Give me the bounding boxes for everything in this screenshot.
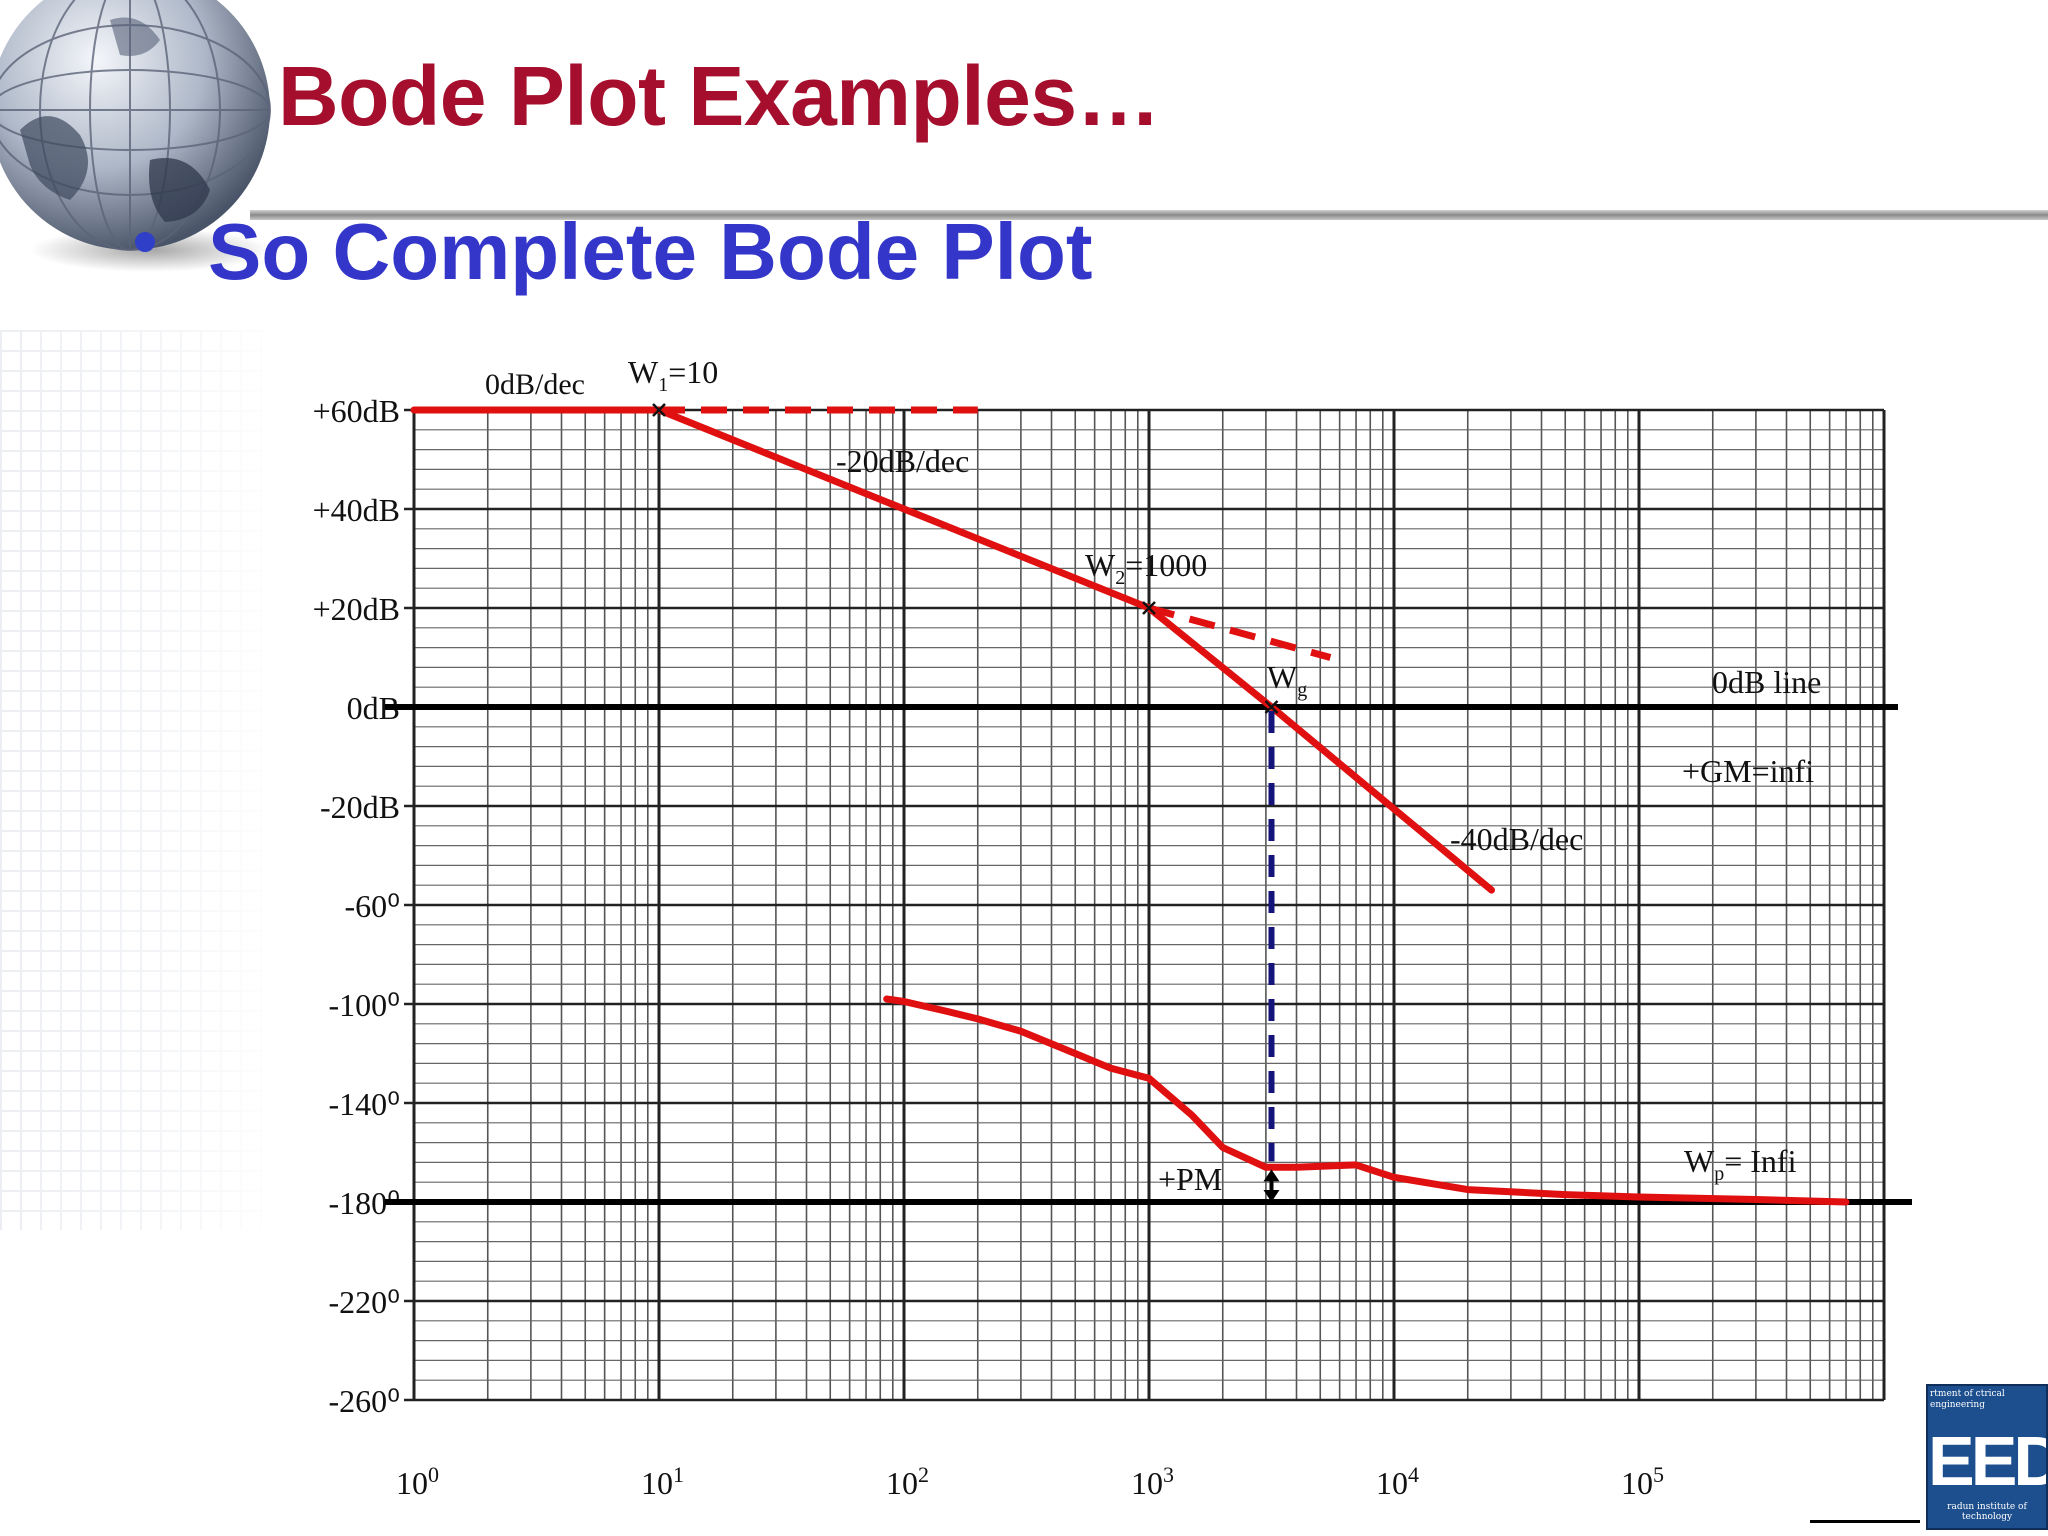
annotation-w1: W1=10 (628, 354, 718, 396)
annotation-wg: Wg (1267, 659, 1307, 701)
pm-arrow-head-down (1263, 1190, 1280, 1202)
globe-icon (0, 0, 271, 272)
annotation-w2: W2=1000 (1085, 547, 1207, 589)
x-tick-labels: 100 101 102 103 104 105 (396, 1462, 1664, 1501)
bullet-dot (135, 232, 155, 252)
corner-marker (652, 403, 666, 417)
y-tick-label: -100⁰ (329, 987, 400, 1023)
department-logo: rtment of ctrical engineering EED radun … (1926, 1384, 2048, 1530)
corner-markers (652, 403, 1279, 714)
bullet-heading: So Complete Bode Plot (208, 207, 1093, 296)
x-tick-label: 101 (641, 1462, 684, 1501)
phase-margin-marker (1263, 711, 1280, 1202)
annotation-gm: +GM=infi (1682, 753, 1814, 789)
reference-lines (385, 704, 1912, 1205)
y-tick-label: -20dB (320, 789, 400, 825)
annotation-zero-line: 0dB line (1712, 664, 1821, 700)
annotation-slope1: -20dB/dec (836, 443, 969, 479)
annotation-pm: +PM (1158, 1161, 1222, 1197)
logo-mark: EED (1928, 1422, 2048, 1500)
corner-bracket (1810, 1520, 1920, 1533)
x-tick-label: 103 (1131, 1462, 1174, 1501)
y-tick-label: +40dB (313, 492, 400, 528)
phase-curve (883, 995, 1850, 1206)
slide-title: Bode Plot Examples… (278, 49, 1161, 143)
title-divider (250, 210, 2048, 220)
y-tick-label: -140⁰ (329, 1086, 400, 1122)
logo-top-text: rtment of ctrical engineering (1930, 1389, 2005, 1410)
annotation-wp: Wp= Infi (1684, 1143, 1797, 1185)
corner-marker (1264, 700, 1279, 714)
asymptote-dashed (1148, 604, 1332, 661)
pm-arrow-head-up (1263, 1169, 1280, 1182)
x-tick-label: 100 (396, 1462, 439, 1501)
y-tick-label: -60⁰ (345, 888, 400, 924)
y-tick-label: +20dB (313, 591, 400, 627)
magnitude-curve (410, 406, 1495, 894)
y-tick-label: +60dB (313, 393, 400, 429)
annotation-slope2: -40dB/dec (1450, 821, 1583, 857)
logo-bottom-text: radun institute of technology (1947, 1502, 2027, 1522)
x-tick-label: 105 (1621, 1462, 1664, 1501)
x-tick-label: 102 (886, 1462, 929, 1501)
y-tick-label: -260⁰ (329, 1383, 400, 1419)
corner-marker (1142, 601, 1156, 615)
y-tick-label: -220⁰ (329, 1284, 400, 1320)
x-tick-label: 104 (1376, 1462, 1419, 1501)
background-pattern (0, 330, 280, 1230)
annotation-slope0: 0dB/dec (485, 368, 585, 401)
annotations: 0dB/dec W1=10 -20dB/dec W2=1000 Wg 0dB l… (485, 354, 1821, 1197)
y-tick-labels: +60dB+40dB+20dB0dB-20dB-60⁰-100⁰-140⁰-18… (313, 393, 400, 1419)
